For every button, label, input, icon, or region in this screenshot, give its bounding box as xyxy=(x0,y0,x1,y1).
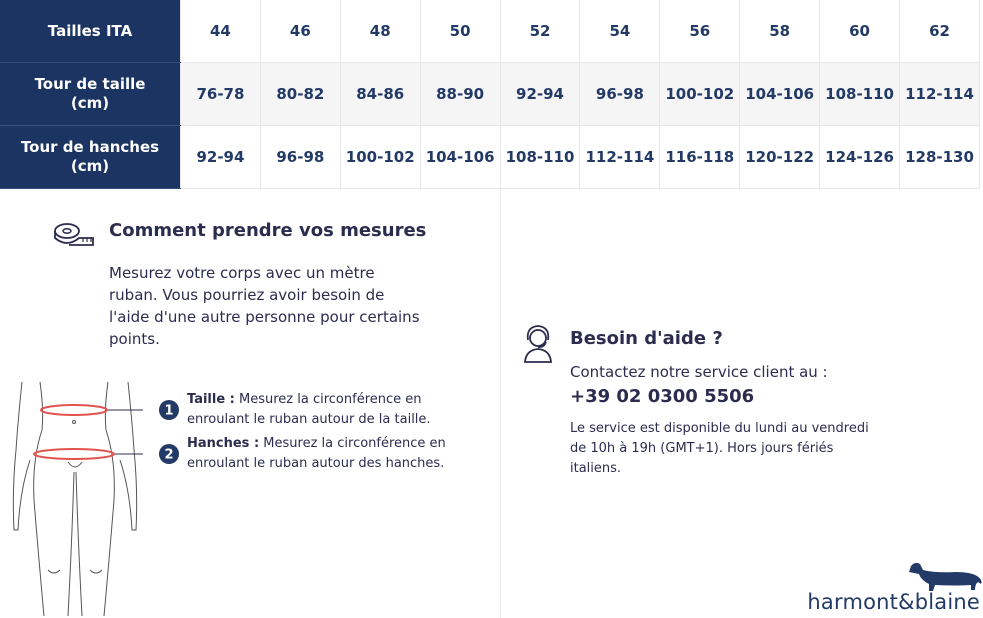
paragraph-line: ruban. Vous pourriez avoir besoin de xyxy=(109,286,385,304)
item-label: Taille : xyxy=(187,392,235,407)
table-cell: 44 xyxy=(180,0,261,63)
table-cell: 92-94 xyxy=(180,125,261,189)
table-cell: 92-94 xyxy=(500,62,581,126)
help-title: Besoin d'aide ? xyxy=(570,328,723,349)
table-cell: 124-126 xyxy=(819,125,901,189)
table-cell: 100-102 xyxy=(659,62,741,126)
tape-icon xyxy=(54,223,94,246)
table-cell: 60 xyxy=(819,0,901,63)
measure-title: Comment prendre vos mesures xyxy=(109,220,427,241)
row-header-text: Tour de hanches (cm) xyxy=(20,138,160,175)
table-cell: 62 xyxy=(899,0,980,63)
body-figure xyxy=(12,381,143,617)
table-cell: 108-110 xyxy=(819,62,901,126)
paragraph-line: Mesurez votre corps avec un mètre xyxy=(109,264,375,282)
table-cell: 46 xyxy=(260,0,341,63)
measure-item: Hanches : Mesurez la circonférence en en… xyxy=(187,434,472,474)
row-header-text: Tailles ITA xyxy=(47,21,133,40)
dog-logo xyxy=(909,562,982,591)
table-cell: 104-106 xyxy=(739,62,821,126)
table-cell: 56 xyxy=(659,0,741,63)
size-table: Tailles ITA 44 46 48 50 52 54 56 58 60 62 Tour de t… xyxy=(0,0,980,189)
measure-paragraph: Mesurez votre corps avec un mètre ruban. … xyxy=(109,262,420,350)
badge-number: 2 xyxy=(164,448,173,463)
table-cell: 96-98 xyxy=(579,62,661,126)
item-badge: 2 xyxy=(159,444,179,464)
table-cell: 108-110 xyxy=(500,125,581,189)
badge-number: 1 xyxy=(164,404,173,419)
badge-circle xyxy=(159,400,179,420)
table-cell: 84-86 xyxy=(340,62,421,126)
row-header-text: Tour de taille (cm) xyxy=(34,75,146,112)
paragraph-line: l'aide d'une autre personne pour certain… xyxy=(109,308,420,326)
table-cell: 76-78 xyxy=(180,62,261,126)
table-cell: 52 xyxy=(500,0,581,63)
table-row: Tour de taille (cm) 76-78 80-82 84-86 88-90 9… xyxy=(0,62,980,126)
item-badge: 1 xyxy=(159,400,179,420)
table-cell: 50 xyxy=(420,0,501,63)
row-header: Tour de hanches (cm) xyxy=(0,125,181,189)
table-row: Tour de hanches (cm) 92-94 96-98 100-102 104… xyxy=(0,125,980,189)
table-cell: 128-130 xyxy=(899,125,980,189)
row-header: Tailles ITA xyxy=(0,0,181,63)
table-row: Tailles ITA 44 46 48 50 52 54 56 58 60 62 xyxy=(0,0,980,63)
help-intro: Contactez notre service client au : xyxy=(570,363,828,381)
item-text: Mesurez la circonférence en enroulant le… xyxy=(187,436,446,471)
table-cell: 120-122 xyxy=(739,125,821,189)
table-cell: 54 xyxy=(579,0,661,63)
table-cell: 88-90 xyxy=(420,62,501,126)
paragraph-line: points. xyxy=(109,330,160,348)
headset-icon xyxy=(524,325,552,363)
item-label: Hanches : xyxy=(187,436,260,451)
badge-circle xyxy=(159,444,179,464)
table-cell: 58 xyxy=(739,0,821,63)
table-cell: 48 xyxy=(340,0,421,63)
measure-item: Taille : Mesurez la circonférence en enr… xyxy=(187,390,472,430)
item-text: Mesurez la circonférence en enroulant le… xyxy=(187,392,431,427)
table-cell: 116-118 xyxy=(659,125,741,189)
table-cell: 112-114 xyxy=(899,62,980,126)
table-cell: 80-82 xyxy=(260,62,341,126)
row-header: Tour de taille (cm) xyxy=(0,62,181,126)
help-hours: Le service est disponible du lundi au ve… xyxy=(570,421,869,476)
table-cell: 96-98 xyxy=(260,125,341,189)
brand-logo[interactable]: harmont&blaine xyxy=(807,590,980,614)
help-phone[interactable]: +39 02 0300 5506 xyxy=(570,386,755,407)
table-cell: 100-102 xyxy=(340,125,421,189)
table-cell: 104-106 xyxy=(420,125,501,189)
divider xyxy=(500,186,501,618)
table-cell: 112-114 xyxy=(579,125,661,189)
